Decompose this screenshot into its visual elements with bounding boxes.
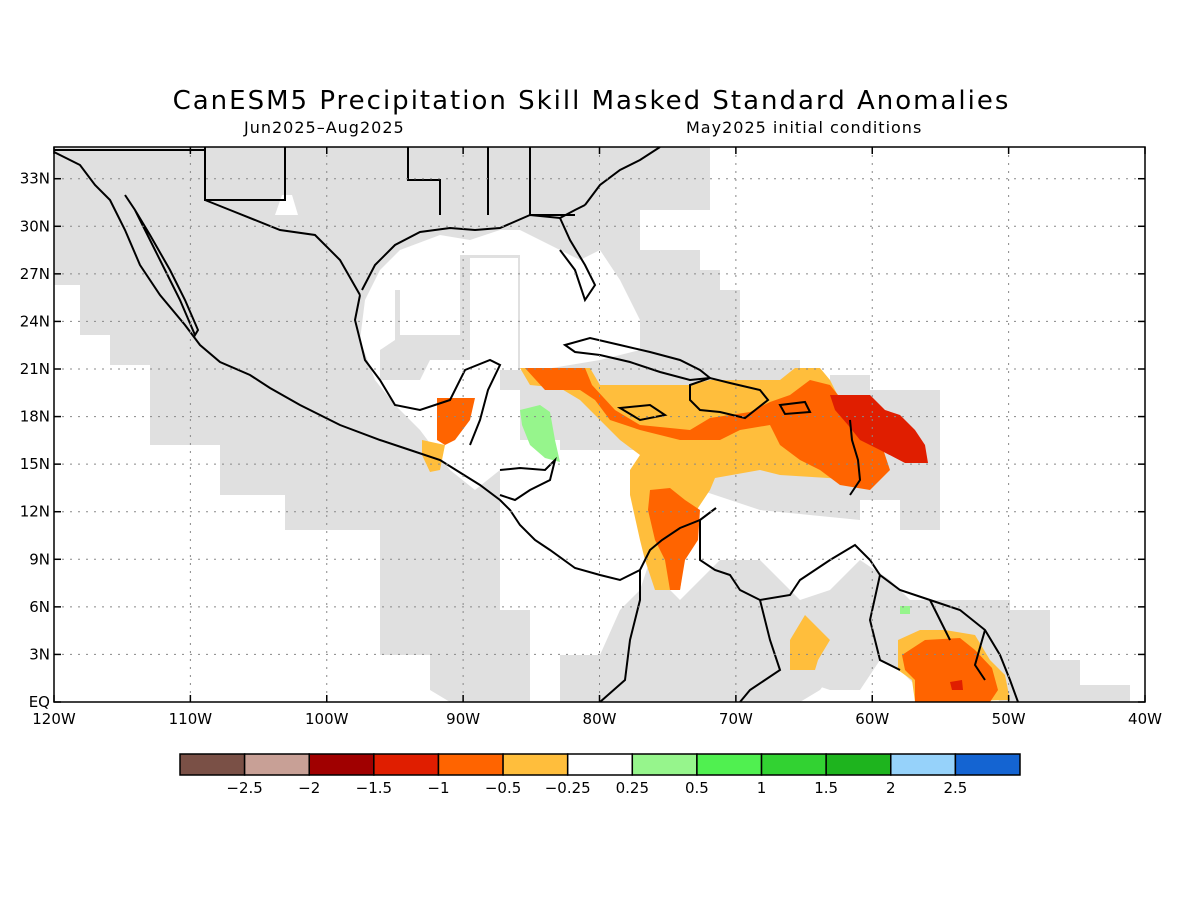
colorbar-swatch [954, 753, 1021, 776]
colorbar-label: 1.5 [814, 779, 838, 797]
colorbar-label: 2.5 [943, 779, 967, 797]
honduras-anomaly-green [520, 405, 560, 462]
lat-tick-label: 27N [20, 265, 50, 283]
lat-tick-label: EQ [29, 693, 50, 711]
colorbar-label: 0.25 [616, 779, 649, 797]
lat-tick-label: 30N [20, 217, 50, 235]
forecast-period: Jun2025–Aug2025 [244, 118, 405, 137]
colorbar-label: −1.5 [356, 779, 392, 797]
lat-tick-label: 18N [20, 408, 50, 426]
lat-tick-label: 6N [29, 598, 50, 616]
lon-tick-label: 120W [32, 710, 76, 728]
masked-region [54, 147, 1130, 702]
longitude-axis: 120W 110W 100W 90W 80W 70W 60W 50W 40W [32, 147, 1162, 728]
lat-tick-label: 9N [29, 550, 50, 568]
colorbar-swatch [631, 753, 698, 776]
map-title: CanESM5 Precipitation Skill Masked Stand… [172, 86, 1011, 116]
colorbar-swatch [373, 753, 440, 776]
yucatan-anomaly-orange [437, 398, 475, 445]
latitude-axis: 33N 30N 27N 24N 21N 18N 15N 12N 9N 6N 3N EQ [20, 170, 1145, 711]
colorbar-swatch [437, 753, 504, 776]
lon-tick-label: 40W [1128, 710, 1162, 728]
coastlines [54, 147, 1019, 702]
lat-tick-label: 24N [20, 312, 50, 330]
colorbar-label: −2 [298, 779, 320, 797]
colorbar-label: −0.25 [545, 779, 591, 797]
lat-tick-label: 33N [20, 170, 50, 188]
lon-tick-label: 100W [305, 710, 349, 728]
suriname-anomaly-green [900, 606, 910, 614]
venezuela-anomaly-light-orange [790, 615, 830, 670]
colorbar-label: −2.5 [226, 779, 262, 797]
colorbar-swatch [308, 753, 375, 776]
lat-tick-label: 12N [20, 503, 50, 521]
colorbar-swatch [890, 753, 957, 776]
lon-tick-label: 60W [855, 710, 889, 728]
colorbar-label: −0.5 [485, 779, 521, 797]
map-plot-area [54, 147, 1145, 702]
lon-tick-label: 50W [992, 710, 1026, 728]
lat-tick-label: 3N [29, 645, 50, 663]
colorbar-label: 0.5 [685, 779, 709, 797]
guiana-anomaly-red [950, 680, 963, 690]
lon-tick-label: 70W [719, 710, 753, 728]
colorbar-swatch [566, 753, 634, 776]
colombia-coast-anomaly-orange [648, 488, 700, 590]
lon-tick-label: 80W [583, 710, 617, 728]
lat-tick-label: 21N [20, 360, 50, 378]
colorbar-swatch [179, 753, 246, 776]
colorbar-label: 2 [886, 779, 896, 797]
caribbean-anomaly-orange [525, 368, 890, 490]
colorbar-label: 1 [757, 779, 767, 797]
colorbar-swatch [243, 753, 310, 776]
colorbar-swatch [825, 753, 892, 776]
colorbar-label: −1 [427, 779, 449, 797]
colorbar-swatch [760, 753, 827, 776]
colorbar-swatch [502, 753, 569, 776]
lat-tick-label: 15N [20, 455, 50, 473]
colorbar-swatch [696, 753, 763, 776]
lesser-antilles-anomaly-red [830, 395, 928, 463]
initial-conditions: May2025 initial conditions [686, 118, 923, 137]
lon-tick-label: 90W [446, 710, 480, 728]
colorbar: −2.5 −2 −1.5 −1 −0.5 −0.25 0.25 0.5 1 1.5 2 2.5 [179, 753, 1021, 797]
gridlines [54, 147, 1145, 702]
lon-tick-label: 110W [169, 710, 213, 728]
anomaly-shading [422, 368, 1010, 702]
